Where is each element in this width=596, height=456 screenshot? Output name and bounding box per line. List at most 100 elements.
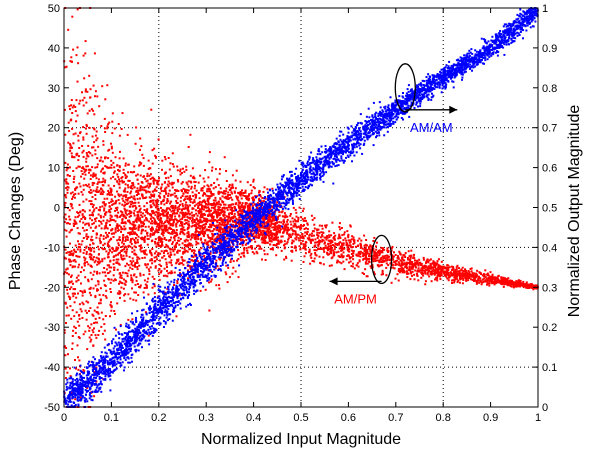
data-point <box>83 189 85 191</box>
data-point <box>139 188 141 190</box>
data-point <box>171 207 173 209</box>
data-point <box>66 315 68 317</box>
data-point <box>72 283 74 285</box>
data-point <box>170 251 172 253</box>
data-point <box>108 185 110 187</box>
data-point <box>110 143 112 145</box>
data-point <box>90 272 92 274</box>
data-point <box>90 169 92 171</box>
data-point <box>270 240 272 242</box>
data-point <box>264 186 266 188</box>
data-point <box>118 170 120 172</box>
data-point <box>132 238 134 240</box>
data-point <box>169 169 171 171</box>
data-point <box>442 271 444 273</box>
data-point <box>192 207 194 209</box>
data-point <box>144 237 146 239</box>
data-point <box>78 359 80 361</box>
data-point <box>161 190 163 192</box>
data-point <box>121 128 123 130</box>
data-point <box>373 254 375 256</box>
data-point <box>86 238 88 240</box>
data-point <box>89 127 91 129</box>
data-point <box>70 286 72 288</box>
data-point <box>319 225 321 227</box>
data-point <box>106 166 108 168</box>
data-point <box>85 158 87 160</box>
data-point <box>94 310 96 312</box>
data-point <box>92 344 94 346</box>
data-point <box>307 231 309 233</box>
data-point <box>213 193 215 195</box>
data-point <box>92 184 94 186</box>
data-point <box>175 223 177 225</box>
data-point <box>161 243 163 245</box>
data-point <box>82 209 84 211</box>
data-point <box>140 247 142 249</box>
data-point <box>79 211 81 213</box>
data-point <box>481 283 483 285</box>
data-point <box>182 203 184 205</box>
data-point <box>90 341 92 343</box>
data-point <box>109 218 111 220</box>
data-point <box>213 187 215 189</box>
data-point <box>112 176 114 178</box>
data-point <box>448 277 450 279</box>
data-point <box>102 184 104 186</box>
data-point <box>290 236 292 238</box>
data-point <box>403 264 405 266</box>
data-point <box>430 264 432 266</box>
data-point <box>134 241 136 243</box>
data-point <box>146 281 148 283</box>
data-point <box>182 208 184 210</box>
data-point <box>146 210 148 212</box>
data-point <box>69 261 71 263</box>
data-point <box>67 164 69 166</box>
data-point <box>256 207 258 209</box>
data-point <box>301 236 303 238</box>
data-point <box>119 236 121 238</box>
data-point <box>182 242 184 244</box>
data-point <box>105 250 107 252</box>
data-point <box>182 205 184 207</box>
data-point <box>206 190 208 192</box>
data-point <box>196 242 198 244</box>
data-point <box>125 196 127 198</box>
data-point <box>419 262 421 264</box>
data-point <box>108 202 110 204</box>
data-point <box>113 256 115 258</box>
data-point <box>304 217 306 219</box>
data-point <box>132 221 134 223</box>
data-point <box>225 188 227 190</box>
data-point <box>194 201 196 203</box>
data-point <box>170 272 172 274</box>
data-point <box>168 181 170 183</box>
data-point <box>93 327 95 329</box>
data-point <box>378 254 380 256</box>
data-point <box>69 367 71 369</box>
data-point <box>448 274 450 276</box>
data-point <box>95 174 97 176</box>
data-point <box>196 222 198 224</box>
data-point <box>65 214 67 216</box>
data-point <box>159 260 161 262</box>
data-point <box>95 322 97 324</box>
data-point <box>139 138 141 140</box>
data-point <box>170 237 172 239</box>
data-point <box>97 311 99 313</box>
data-point <box>357 240 359 242</box>
data-point <box>211 279 213 281</box>
data-point <box>89 192 91 194</box>
data-point <box>145 186 147 188</box>
data-point <box>448 272 450 274</box>
data-point <box>181 210 183 212</box>
data-point <box>100 302 102 304</box>
data-point <box>210 238 212 240</box>
data-point <box>159 192 161 194</box>
data-point <box>206 188 208 190</box>
data-point <box>76 154 78 156</box>
data-point <box>152 223 154 225</box>
data-point <box>77 115 79 117</box>
data-point <box>178 214 180 216</box>
data-point <box>274 244 276 246</box>
